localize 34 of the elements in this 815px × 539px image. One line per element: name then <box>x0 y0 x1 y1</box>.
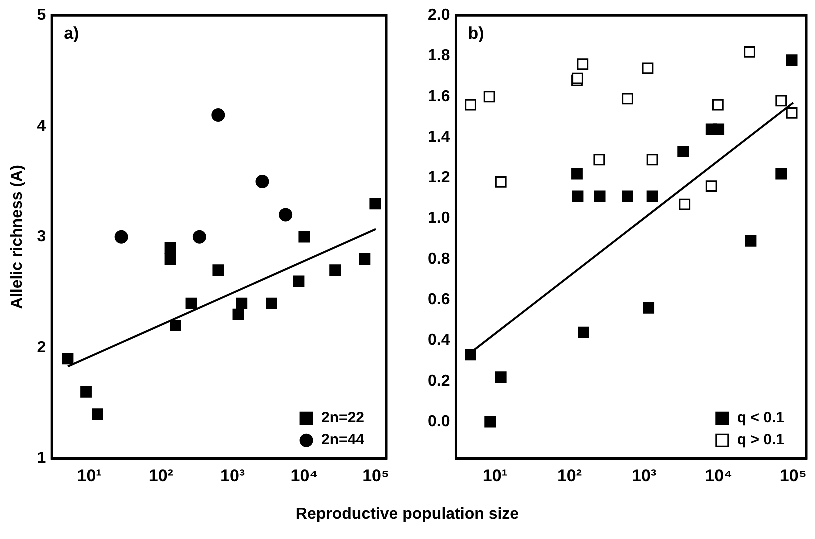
x-tick-label: 10¹ <box>482 466 508 486</box>
y-tick-label: 4 <box>37 118 46 135</box>
y-tick-label: 0.6 <box>428 292 450 308</box>
y-tick-label: 2.0 <box>428 7 450 24</box>
x-tick-label: 10⁴ <box>705 466 732 486</box>
y-tick-label: 1.2 <box>428 170 450 187</box>
y-tick-label: 0.4 <box>428 332 450 350</box>
y-tick-label: 5 <box>37 7 46 24</box>
y-tick-label: 0.2 <box>428 372 450 390</box>
y-tick-label: 2 <box>37 339 46 356</box>
legend-label: 2n=44 <box>322 432 366 449</box>
x-tick-label: 10⁵ <box>362 466 390 486</box>
x-tick-label: 10³ <box>220 466 246 486</box>
x-tick-label: 10⁵ <box>780 466 807 486</box>
x-tick-label: 10³ <box>632 466 657 486</box>
y-tick-label: 1.8 <box>428 48 450 65</box>
y-tick-label: 1.6 <box>428 88 450 106</box>
legend-label: q > 0.1 <box>737 432 784 449</box>
y-tick-label: 1 <box>37 450 46 468</box>
y-tick-label: 1.0 <box>428 210 450 228</box>
y-tick-label: 0.8 <box>428 250 450 268</box>
x-axis-title: Reproductive population size <box>294 506 520 524</box>
legend-label: q < 0.1 <box>737 410 784 427</box>
annotation: b) <box>468 24 484 43</box>
y-tick-label: 0.0 <box>428 413 450 430</box>
x-tick-label: 10² <box>148 466 174 486</box>
x-tick-label: 10¹ <box>77 466 102 486</box>
y-tick-label: 3 <box>37 228 46 246</box>
annotation: a) <box>64 24 80 43</box>
x-tick-label: 10⁴ <box>290 466 318 486</box>
y-tick-label: 1.4 <box>428 128 450 146</box>
x-tick-label: 10² <box>557 466 582 486</box>
legend-label: 2n=22 <box>322 410 365 427</box>
y-axis-title: Allelic richness (A) <box>9 165 26 310</box>
